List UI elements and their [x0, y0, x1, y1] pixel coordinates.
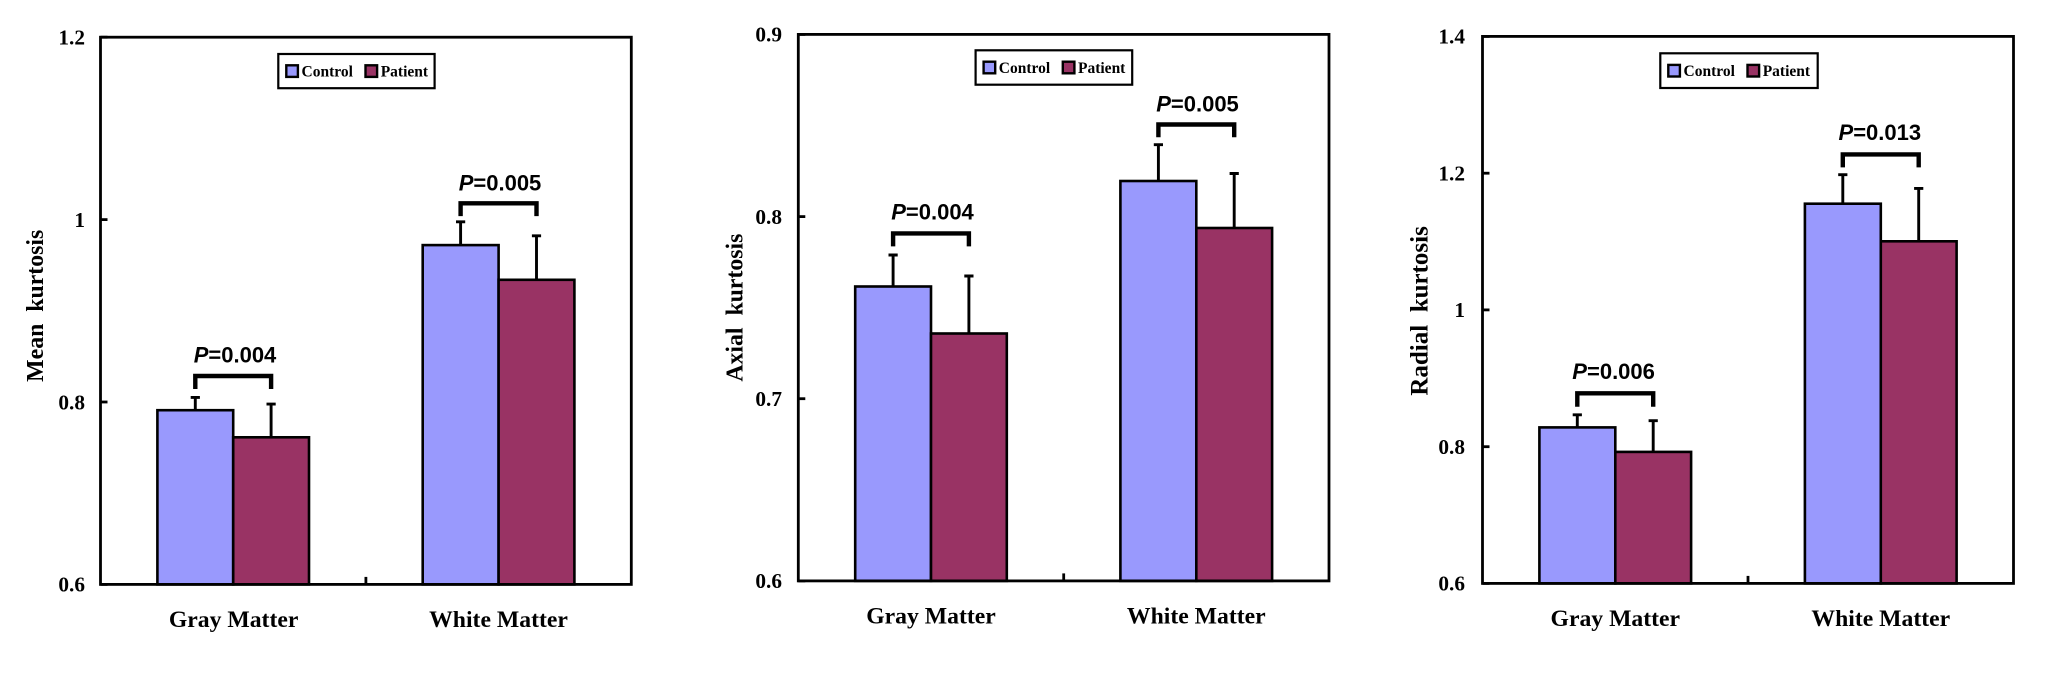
svg-text:0.6: 0.6 [755, 569, 782, 593]
svg-text:Control: Control [302, 64, 354, 81]
svg-text:0.7: 0.7 [755, 387, 782, 411]
svg-text:P=0.013: P=0.013 [1839, 120, 1922, 145]
svg-text:Axial kurtosis: Axial kurtosis [723, 234, 749, 382]
svg-text:White Matter: White Matter [1127, 604, 1266, 630]
svg-text:1.2: 1.2 [58, 26, 85, 50]
svg-text:0.8: 0.8 [755, 205, 782, 229]
svg-text:0.9: 0.9 [755, 23, 782, 47]
svg-text:P=0.004: P=0.004 [891, 200, 974, 225]
svg-text:0.6: 0.6 [1438, 572, 1465, 596]
svg-text:0.8: 0.8 [58, 390, 85, 414]
svg-text:P=0.005: P=0.005 [1156, 92, 1239, 117]
svg-text:1: 1 [1454, 298, 1465, 322]
svg-text:Gray Matter: Gray Matter [1551, 606, 1681, 632]
svg-text:0.6: 0.6 [58, 573, 85, 597]
svg-text:White Matter: White Matter [1811, 606, 1950, 632]
svg-text:Control: Control [1684, 63, 1736, 80]
svg-text:P=0.004: P=0.004 [194, 343, 277, 368]
svg-text:1.2: 1.2 [1438, 162, 1465, 186]
svg-text:Patient: Patient [1078, 60, 1126, 77]
svg-text:Gray Matter: Gray Matter [169, 607, 299, 633]
svg-text:Gray Matter: Gray Matter [866, 604, 996, 630]
svg-text:White Matter: White Matter [429, 607, 568, 633]
svg-text:P=0.006: P=0.006 [1572, 359, 1655, 384]
svg-text:Mean kurtosis: Mean kurtosis [23, 230, 49, 382]
svg-text:P=0.005: P=0.005 [459, 171, 542, 196]
svg-text:Patient: Patient [381, 64, 429, 81]
svg-text:Control: Control [999, 60, 1051, 77]
svg-text:Patient: Patient [1763, 63, 1811, 80]
svg-text:0.8: 0.8 [1438, 435, 1465, 459]
svg-text:Radial kurtosis: Radial kurtosis [1407, 226, 1434, 396]
svg-text:1: 1 [74, 208, 85, 232]
svg-text:1.4: 1.4 [1438, 25, 1465, 49]
